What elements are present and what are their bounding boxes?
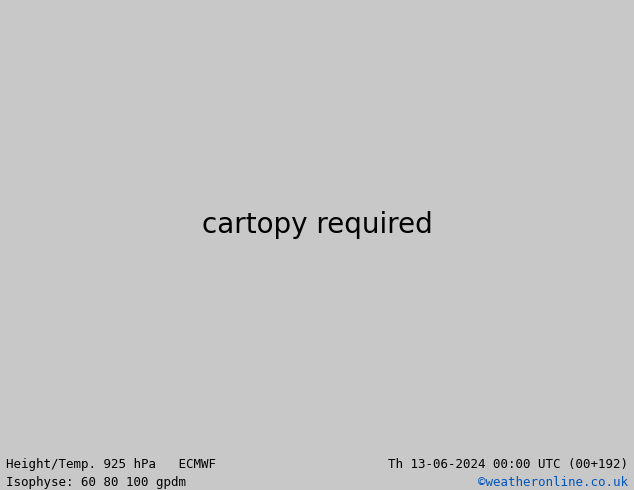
Text: cartopy required: cartopy required xyxy=(202,211,432,240)
Text: Height/Temp. 925 hPa   ECMWF: Height/Temp. 925 hPa ECMWF xyxy=(6,458,216,471)
Text: Th 13-06-2024 00:00 UTC (00+192): Th 13-06-2024 00:00 UTC (00+192) xyxy=(387,458,628,471)
Text: Isophyse: 60 80 100 gpdm: Isophyse: 60 80 100 gpdm xyxy=(6,476,186,490)
Text: ©weatheronline.co.uk: ©weatheronline.co.uk xyxy=(477,476,628,490)
